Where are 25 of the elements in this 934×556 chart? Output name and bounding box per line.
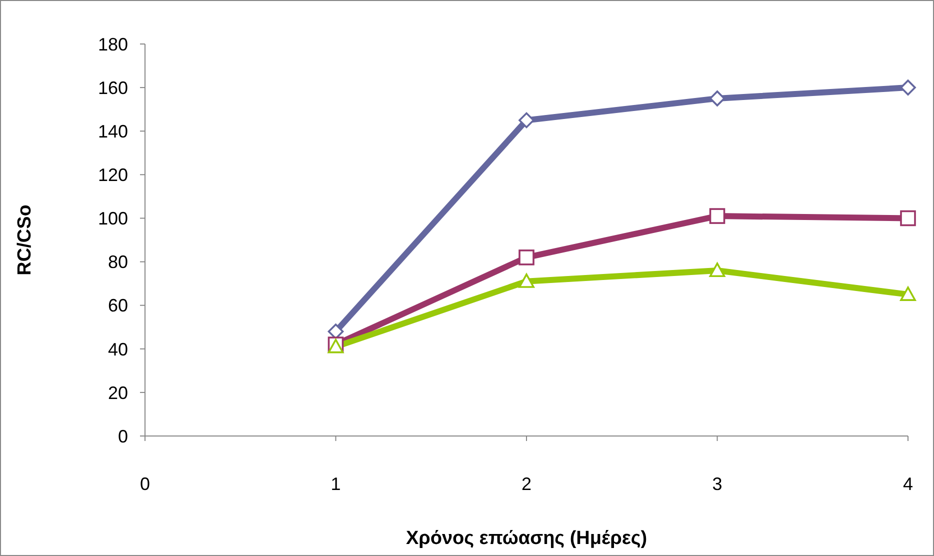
y-tick-label: 20 — [108, 382, 128, 403]
point — [518, 250, 534, 266]
point — [900, 210, 916, 226]
x-tick-label: 4 — [902, 474, 914, 494]
y-tick-label: 80 — [108, 252, 128, 272]
y-tick-label: 40 — [108, 339, 128, 360]
y-tick-label: 180 — [98, 34, 128, 54]
x-tick-label: 1 — [330, 474, 341, 494]
y-tick-label: 120 — [98, 165, 128, 186]
x-tick-label: 2 — [521, 474, 532, 494]
point — [709, 208, 726, 224]
x-axis-title: Χρόνος επώασης (Ημέρες) — [406, 528, 648, 549]
y-tick-label: 0 — [118, 426, 128, 446]
point — [518, 112, 534, 128]
point — [518, 273, 534, 288]
point — [900, 80, 916, 96]
y-tick-label: 60 — [108, 296, 128, 316]
y-tick-label: 160 — [98, 78, 128, 98]
point — [900, 286, 916, 301]
y-tick-label: 100 — [98, 208, 128, 229]
x-tick-label: 3 — [712, 474, 722, 494]
x-tick-label: 0 — [140, 474, 150, 494]
point — [709, 262, 726, 277]
y-axis-title: RC/CSo — [14, 204, 36, 276]
y-tick-label: 140 — [98, 122, 128, 142]
